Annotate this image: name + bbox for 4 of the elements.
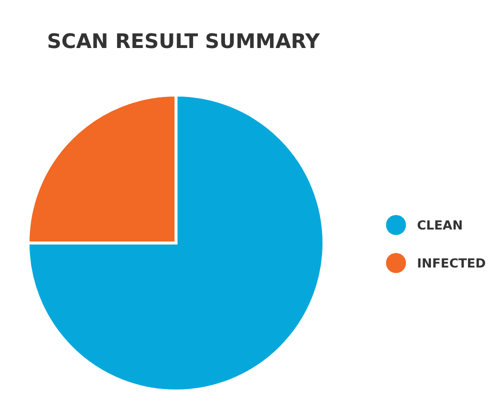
pie-slice [26, 94, 326, 392]
legend-label: INFECTED [417, 255, 486, 270]
chart-title: SCAN RESULT SUMMARY [47, 29, 320, 53]
legend-label: CLEAN [417, 217, 463, 232]
